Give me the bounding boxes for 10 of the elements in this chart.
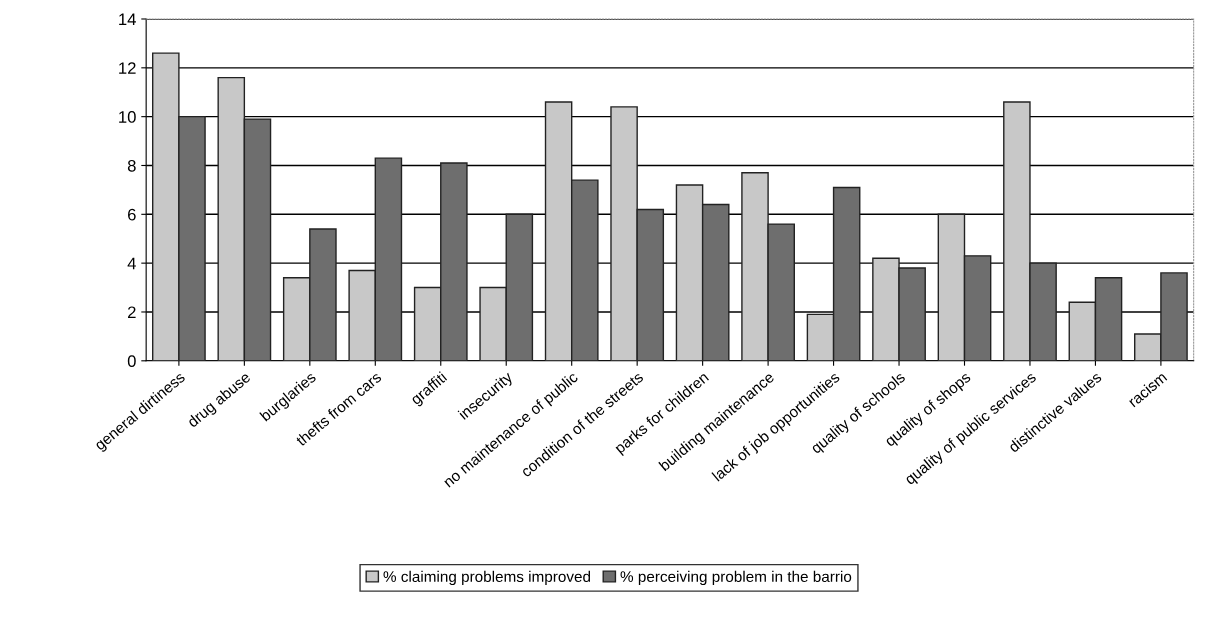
y-tick-label: 4	[127, 257, 136, 270]
y-tick-label: 2	[128, 306, 136, 319]
y-tick-label: 6	[128, 208, 136, 221]
y-tick-label: 14	[119, 13, 136, 26]
legend-label: % perceiving problem in the barrio	[620, 570, 852, 586]
y-tick-label: 12	[119, 62, 136, 74]
y-tick-label: 10	[119, 111, 136, 123]
y-tick-label: 0	[127, 355, 136, 368]
y-tick-label: 8	[127, 159, 136, 172]
legend-label: % claiming problems improved	[383, 570, 591, 586]
